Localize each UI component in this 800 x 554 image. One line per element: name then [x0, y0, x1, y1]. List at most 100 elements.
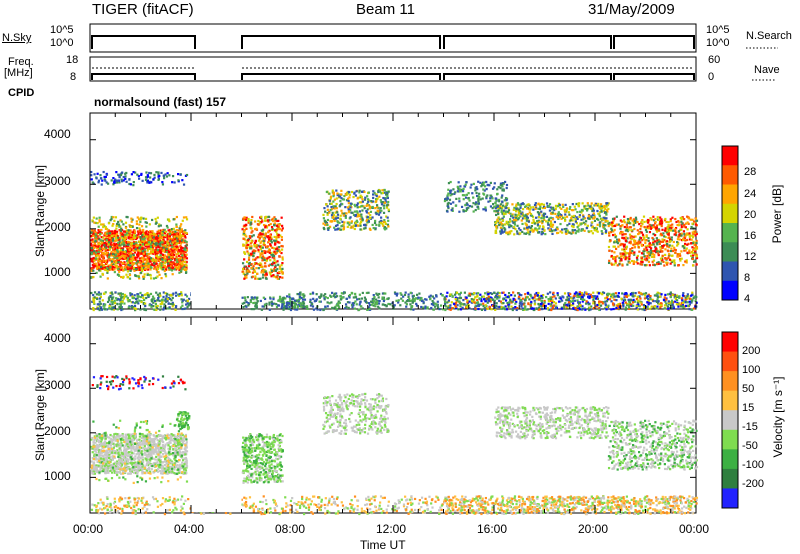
power-cell	[245, 235, 248, 238]
power-cell	[133, 258, 137, 261]
power-cell	[353, 227, 356, 231]
power-cell	[132, 171, 135, 174]
power-cell	[568, 213, 571, 216]
power-cell	[171, 175, 175, 178]
power-cell	[251, 250, 254, 253]
power-cell	[104, 227, 108, 231]
power-cell	[167, 268, 171, 271]
power-cell	[501, 231, 504, 234]
power-cell	[345, 212, 348, 215]
power-cell	[486, 307, 490, 310]
power-cell	[671, 303, 674, 306]
power-cell	[175, 248, 178, 251]
power-cell	[171, 239, 174, 242]
power-cell	[644, 294, 647, 297]
power-cell	[124, 236, 127, 239]
power-cell	[139, 236, 142, 239]
power-cell	[90, 234, 93, 238]
power-cell	[171, 181, 174, 184]
power-cell	[613, 298, 616, 301]
power-cell	[112, 301, 115, 304]
power-cell	[154, 253, 157, 256]
power-cell	[99, 249, 102, 253]
power-cell	[273, 223, 276, 227]
power-cell	[126, 240, 130, 243]
power-cell	[137, 244, 140, 247]
power-cell	[548, 209, 552, 212]
power-cell	[156, 216, 159, 219]
power-cell	[113, 256, 116, 259]
power-cell	[620, 297, 623, 300]
power-cell	[108, 306, 111, 310]
power-cell	[105, 181, 108, 184]
power-cell	[132, 244, 135, 247]
power-cell	[243, 224, 246, 227]
power-cell	[243, 301, 246, 305]
power-cell	[250, 263, 253, 266]
power-cell	[90, 170, 93, 174]
power-cell	[259, 232, 262, 235]
power-cell	[154, 308, 157, 311]
power-cell	[247, 217, 250, 221]
power-cell	[296, 308, 299, 311]
power-cell	[380, 209, 383, 212]
power-cell	[156, 299, 159, 302]
power-cell	[359, 300, 362, 303]
power-cell	[259, 216, 262, 219]
power-cell	[333, 207, 336, 210]
power-cell	[160, 252, 163, 256]
power-cell	[166, 307, 169, 310]
power-cell	[624, 306, 628, 309]
power-cell	[598, 223, 602, 226]
power-cell	[336, 224, 339, 227]
power-cell	[100, 239, 103, 242]
power-cell	[126, 257, 130, 260]
power-cell	[114, 291, 117, 294]
power-cell	[243, 216, 246, 219]
power-cell	[380, 216, 383, 219]
power-cell	[278, 265, 281, 268]
power-cell	[275, 236, 278, 239]
power-cell	[269, 222, 272, 226]
power-cell	[160, 232, 163, 235]
power-cell	[453, 293, 457, 296]
power-cell	[175, 242, 178, 246]
power-cell	[136, 297, 139, 300]
power-cell	[439, 304, 443, 307]
power-cell	[667, 300, 670, 303]
power-cell	[262, 241, 266, 245]
power-cell	[264, 216, 268, 219]
power-cell	[155, 248, 158, 251]
power-cell	[141, 294, 144, 297]
power-cell	[152, 308, 156, 311]
power-cell	[657, 300, 660, 303]
power-cell	[115, 181, 119, 184]
power-cell	[90, 251, 93, 254]
power-cell	[326, 227, 330, 230]
power-cell	[145, 296, 148, 300]
power-cell	[178, 262, 182, 265]
power-cell	[129, 292, 132, 295]
power-cell	[136, 266, 139, 270]
power-cell	[276, 223, 279, 226]
power-cell	[624, 295, 627, 298]
power-cell	[294, 308, 297, 311]
power-cell	[259, 265, 262, 268]
power-cell	[255, 246, 258, 249]
power-cell	[162, 245, 165, 248]
power-cell	[377, 302, 381, 305]
power-cell	[559, 297, 562, 300]
power-cell	[265, 259, 268, 262]
power-cell	[153, 266, 156, 269]
power-cell	[280, 244, 283, 248]
power-cell	[309, 298, 312, 301]
power-cell	[242, 232, 246, 235]
freq-tick-bottom: 8	[70, 71, 77, 83]
power-cell	[177, 234, 180, 237]
power-cell	[577, 228, 580, 231]
power-cell	[170, 228, 174, 231]
power-cell	[162, 248, 165, 251]
power-cell	[383, 188, 386, 192]
power-cell	[429, 298, 432, 301]
power-cell	[268, 219, 271, 222]
